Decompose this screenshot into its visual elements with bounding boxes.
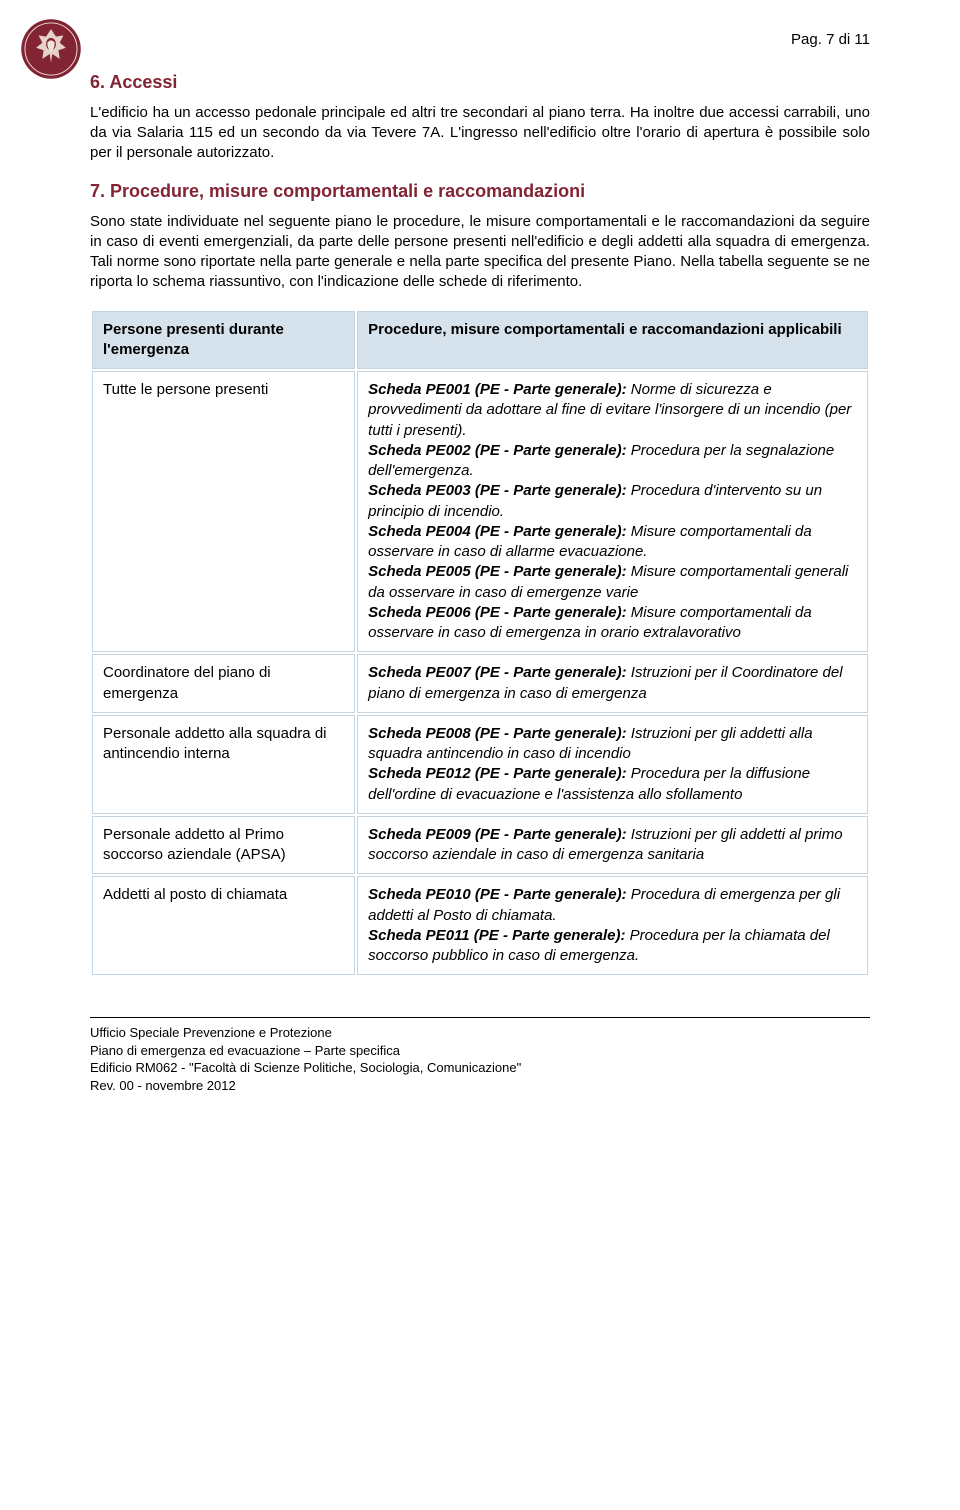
scheda-label: Scheda PE004 (PE - Parte generale):	[368, 523, 626, 540]
table-cell-persons: Tutte le persone presenti	[92, 371, 355, 652]
document-page: Pag. 7 di 11 6. Accessi L'edificio ha un…	[0, 0, 960, 1135]
footer-line-3: Edificio RM062 - "Facoltà di Scienze Pol…	[90, 1059, 870, 1077]
section-6-heading: 6. Accessi	[90, 70, 870, 94]
table-row: Tutte le persone presentiScheda PE001 (P…	[92, 371, 868, 652]
university-logo	[20, 18, 82, 80]
scheda-label: Scheda PE008 (PE - Parte generale):	[368, 725, 626, 742]
procedures-table: Persone presenti durante l'emergenza Pro…	[90, 309, 870, 978]
scheda-label: Scheda PE005 (PE - Parte generale):	[368, 563, 626, 580]
footer-line-1: Ufficio Speciale Prevenzione e Protezion…	[90, 1024, 870, 1042]
table-header-left: Persone presenti durante l'emergenza	[92, 311, 355, 370]
table-cell-procedures: Scheda PE010 (PE - Parte generale): Proc…	[357, 876, 868, 975]
table-cell-persons: Coordinatore del piano di emergenza	[92, 654, 355, 713]
table-row: Coordinatore del piano di emergenzaSched…	[92, 654, 868, 713]
table-row: Addetti al posto di chiamataScheda PE010…	[92, 876, 868, 975]
scheda-label: Scheda PE009 (PE - Parte generale):	[368, 826, 626, 843]
table-cell-procedures: Scheda PE008 (PE - Parte generale): Istr…	[357, 715, 868, 814]
table-header-right: Procedure, misure comportamentali e racc…	[357, 311, 868, 370]
page-number: Pag. 7 di 11	[90, 30, 870, 50]
scheda-label: Scheda PE001 (PE - Parte generale):	[368, 381, 626, 398]
scheda-label: Scheda PE010 (PE - Parte generale):	[368, 886, 626, 903]
section-7-paragraph: Sono state individuate nel seguente pian…	[90, 212, 870, 293]
scheda-label: Scheda PE011 (PE - Parte generale):	[368, 927, 625, 944]
table-row: Personale addetto al Primo soccorso azie…	[92, 816, 868, 875]
table-cell-persons: Personale addetto al Primo soccorso azie…	[92, 816, 355, 875]
table-header-row: Persone presenti durante l'emergenza Pro…	[92, 311, 868, 370]
scheda-label: Scheda PE006 (PE - Parte generale):	[368, 604, 626, 621]
table-row: Personale addetto alla squadra di antinc…	[92, 715, 868, 814]
footer-line-4: Rev. 00 - novembre 2012	[90, 1077, 870, 1095]
scheda-label: Scheda PE002 (PE - Parte generale):	[368, 442, 626, 459]
section-6-paragraph: L'edificio ha un accesso pedonale princi…	[90, 103, 870, 164]
table-cell-procedures: Scheda PE007 (PE - Parte generale): Istr…	[357, 654, 868, 713]
table-cell-persons: Addetti al posto di chiamata	[92, 876, 355, 975]
scheda-label: Scheda PE012 (PE - Parte generale):	[368, 765, 626, 782]
footer-line-2: Piano di emergenza ed evacuazione – Part…	[90, 1042, 870, 1060]
table-cell-procedures: Scheda PE009 (PE - Parte generale): Istr…	[357, 816, 868, 875]
table-cell-procedures: Scheda PE001 (PE - Parte generale): Norm…	[357, 371, 868, 652]
scheda-label: Scheda PE003 (PE - Parte generale):	[368, 482, 626, 499]
page-footer: Ufficio Speciale Prevenzione e Protezion…	[90, 1017, 870, 1094]
section-7-heading: 7. Procedure, misure comportamentali e r…	[90, 179, 870, 203]
scheda-label: Scheda PE007 (PE - Parte generale):	[368, 664, 626, 681]
table-cell-persons: Personale addetto alla squadra di antinc…	[92, 715, 355, 814]
